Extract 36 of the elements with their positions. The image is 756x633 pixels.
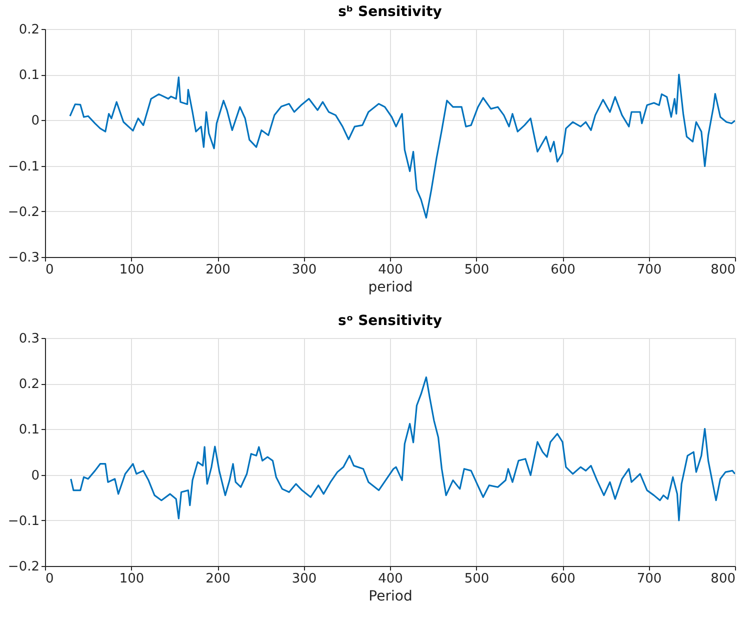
x-tick-label: 400	[378, 572, 403, 586]
y-tick-label: 0	[31, 114, 40, 129]
x-tick-label: 200	[206, 262, 230, 278]
y-tick-label: 0.2	[18, 377, 40, 392]
y-tick-label: −0.1	[8, 159, 40, 174]
x-tick-label: 300	[292, 262, 317, 278]
x-tick-label: 300	[292, 572, 317, 586]
x-tick-label: 800	[710, 262, 736, 278]
x-tick-label: 600	[550, 262, 576, 278]
y-tick-label: 0.2	[18, 22, 40, 38]
x-tick-label: 500	[464, 262, 490, 278]
y-tick-label: −0.3	[8, 250, 40, 266]
chart-title: sᵒ Sensitivity	[338, 313, 442, 329]
x-axis-title: Period	[368, 588, 412, 604]
y-tick-label: −0.2	[8, 560, 40, 574]
line-series	[69, 74, 735, 219]
x-tick-label: 700	[636, 572, 662, 586]
line-series	[70, 376, 735, 522]
x-axis-title: period	[368, 280, 413, 296]
x-tick-label: 400	[378, 262, 403, 278]
y-tick-label: −0.2	[8, 204, 40, 220]
x-tick-label: 100	[119, 262, 144, 278]
x-tick-label: 500	[464, 572, 490, 586]
x-tick-label: 600	[550, 572, 576, 586]
y-tick-label: 0.3	[18, 332, 40, 346]
y-tick-label: 0	[31, 468, 40, 484]
x-tick-label: 800	[710, 572, 736, 586]
y-tick-label: 0.1	[18, 422, 40, 438]
x-tick-label: 100	[119, 572, 144, 586]
x-tick-label: 700	[636, 262, 662, 278]
x-tick-label: 0	[46, 262, 54, 278]
chart-title: sᵇ Sensitivity	[338, 4, 442, 20]
x-tick-label: 0	[46, 572, 54, 586]
x-tick-label: 200	[206, 572, 230, 586]
y-tick-label: 0.1	[18, 68, 40, 84]
y-tick-label: −0.1	[8, 514, 40, 529]
